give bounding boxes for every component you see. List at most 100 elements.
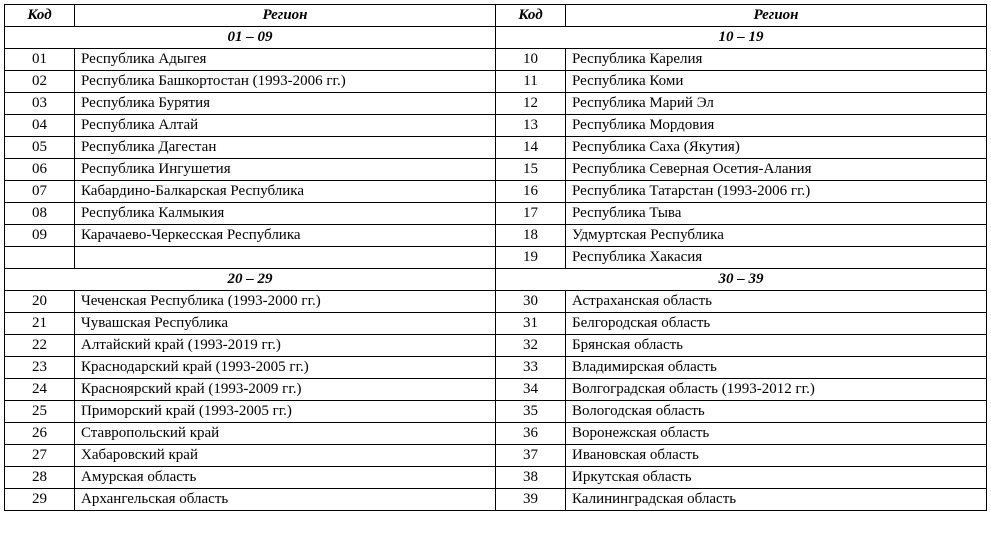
region-cell: Приморский край (1993-2005 гг.) (75, 401, 496, 423)
code-cell: 01 (5, 49, 75, 71)
code-cell: 25 (5, 401, 75, 423)
code-cell: 39 (496, 489, 566, 511)
region-cell: Республика Мордовия (566, 115, 987, 137)
region-cell: Удмуртская Республика (566, 225, 987, 247)
region-cell: Хабаровский край (75, 445, 496, 467)
header-region-left: Регион (75, 5, 496, 27)
region-cell: Краснодарский край (1993-2005 гг.) (75, 357, 496, 379)
table-row: 23 Краснодарский край (1993-2005 гг.) 33… (5, 357, 987, 379)
code-cell: 32 (496, 335, 566, 357)
code-cell: 17 (496, 203, 566, 225)
region-cell: Амурская область (75, 467, 496, 489)
code-cell: 30 (496, 291, 566, 313)
table-row: 25 Приморский край (1993-2005 гг.) 35 Во… (5, 401, 987, 423)
code-cell: 23 (5, 357, 75, 379)
region-cell: Республика Башкортостан (1993-2006 гг.) (75, 71, 496, 93)
region-cell: Чувашская Республика (75, 313, 496, 335)
table-row: 04 Республика Алтай 13 Республика Мордов… (5, 115, 987, 137)
region-cell: Республика Марий Эл (566, 93, 987, 115)
region-cell: Кабардино-Балкарская Республика (75, 181, 496, 203)
range-30-39: 30 – 39 (496, 269, 987, 291)
table-row: 02 Республика Башкортостан (1993-2006 гг… (5, 71, 987, 93)
code-cell: 13 (496, 115, 566, 137)
range-row-2: 20 – 29 30 – 39 (5, 269, 987, 291)
range-20-29: 20 – 29 (5, 269, 496, 291)
region-cell: Республика Коми (566, 71, 987, 93)
region-cell: Ивановская область (566, 445, 987, 467)
table-row: 29 Архангельская область 39 Калининградс… (5, 489, 987, 511)
region-cell: Воронежская область (566, 423, 987, 445)
region-cell: Чеченская Республика (1993-2000 гг.) (75, 291, 496, 313)
code-cell: 03 (5, 93, 75, 115)
table-header-row: Код Регион Код Регион (5, 5, 987, 27)
table-row: 27 Хабаровский край 37 Ивановская област… (5, 445, 987, 467)
region-cell: Республика Тыва (566, 203, 987, 225)
code-cell: 36 (496, 423, 566, 445)
range-row-1: 01 – 09 10 – 19 (5, 27, 987, 49)
region-cell: Красноярский край (1993-2009 гг.) (75, 379, 496, 401)
code-cell: 31 (496, 313, 566, 335)
code-cell: 18 (496, 225, 566, 247)
table-row: 05 Республика Дагестан 14 Республика Сах… (5, 137, 987, 159)
region-cell: Владимирская область (566, 357, 987, 379)
code-cell: 33 (496, 357, 566, 379)
code-cell: 05 (5, 137, 75, 159)
region-cell: Республика Северная Осетия-Алания (566, 159, 987, 181)
code-cell: 20 (5, 291, 75, 313)
code-cell: 15 (496, 159, 566, 181)
region-cell: Республика Карелия (566, 49, 987, 71)
table-row: 06 Республика Ингушетия 15 Республика Се… (5, 159, 987, 181)
code-cell: 38 (496, 467, 566, 489)
code-cell: 19 (496, 247, 566, 269)
code-cell: 26 (5, 423, 75, 445)
table-row: 09 Карачаево-Черкесская Республика 18 Уд… (5, 225, 987, 247)
region-cell: Калининградская область (566, 489, 987, 511)
code-cell: 34 (496, 379, 566, 401)
region-cell: Республика Калмыкия (75, 203, 496, 225)
region-cell: Республика Бурятия (75, 93, 496, 115)
code-cell-empty (5, 247, 75, 269)
code-cell: 24 (5, 379, 75, 401)
code-cell: 10 (496, 49, 566, 71)
region-cell: Астраханская область (566, 291, 987, 313)
region-cell: Республика Ингушетия (75, 159, 496, 181)
region-cell: Иркутская область (566, 467, 987, 489)
region-cell: Республика Татарстан (1993-2006 гг.) (566, 181, 987, 203)
code-cell: 21 (5, 313, 75, 335)
region-codes-table: Код Регион Код Регион 01 – 09 10 – 19 01… (4, 4, 987, 511)
code-cell: 37 (496, 445, 566, 467)
region-cell: Архангельская область (75, 489, 496, 511)
code-cell: 35 (496, 401, 566, 423)
code-cell: 02 (5, 71, 75, 93)
region-cell-empty (75, 247, 496, 269)
table-row: 28 Амурская область 38 Иркутская область (5, 467, 987, 489)
code-cell: 08 (5, 203, 75, 225)
region-cell: Республика Адыгея (75, 49, 496, 71)
code-cell: 22 (5, 335, 75, 357)
table-row: 26 Ставропольский край 36 Воронежская об… (5, 423, 987, 445)
region-cell: Республика Хакасия (566, 247, 987, 269)
region-cell: Ставропольский край (75, 423, 496, 445)
code-cell: 16 (496, 181, 566, 203)
region-cell: Вологодская область (566, 401, 987, 423)
region-cell: Республика Алтай (75, 115, 496, 137)
header-code-right: Код (496, 5, 566, 27)
range-01-09: 01 – 09 (5, 27, 496, 49)
region-cell: Волгоградская область (1993-2012 гг.) (566, 379, 987, 401)
table-row: 03 Республика Бурятия 12 Республика Мари… (5, 93, 987, 115)
range-10-19: 10 – 19 (496, 27, 987, 49)
code-cell: 09 (5, 225, 75, 247)
table-row: 24 Красноярский край (1993-2009 гг.) 34 … (5, 379, 987, 401)
table-row: 07 Кабардино-Балкарская Республика 16 Ре… (5, 181, 987, 203)
header-region-right: Регион (566, 5, 987, 27)
code-cell: 27 (5, 445, 75, 467)
code-cell: 29 (5, 489, 75, 511)
table-row: 08 Республика Калмыкия 17 Республика Тыв… (5, 203, 987, 225)
header-code-left: Код (5, 5, 75, 27)
code-cell: 12 (496, 93, 566, 115)
region-cell: Республика Саха (Якутия) (566, 137, 987, 159)
code-cell: 14 (496, 137, 566, 159)
region-cell: Алтайский край (1993-2019 гг.) (75, 335, 496, 357)
table-row: 01 Республика Адыгея 10 Республика Карел… (5, 49, 987, 71)
code-cell: 28 (5, 467, 75, 489)
